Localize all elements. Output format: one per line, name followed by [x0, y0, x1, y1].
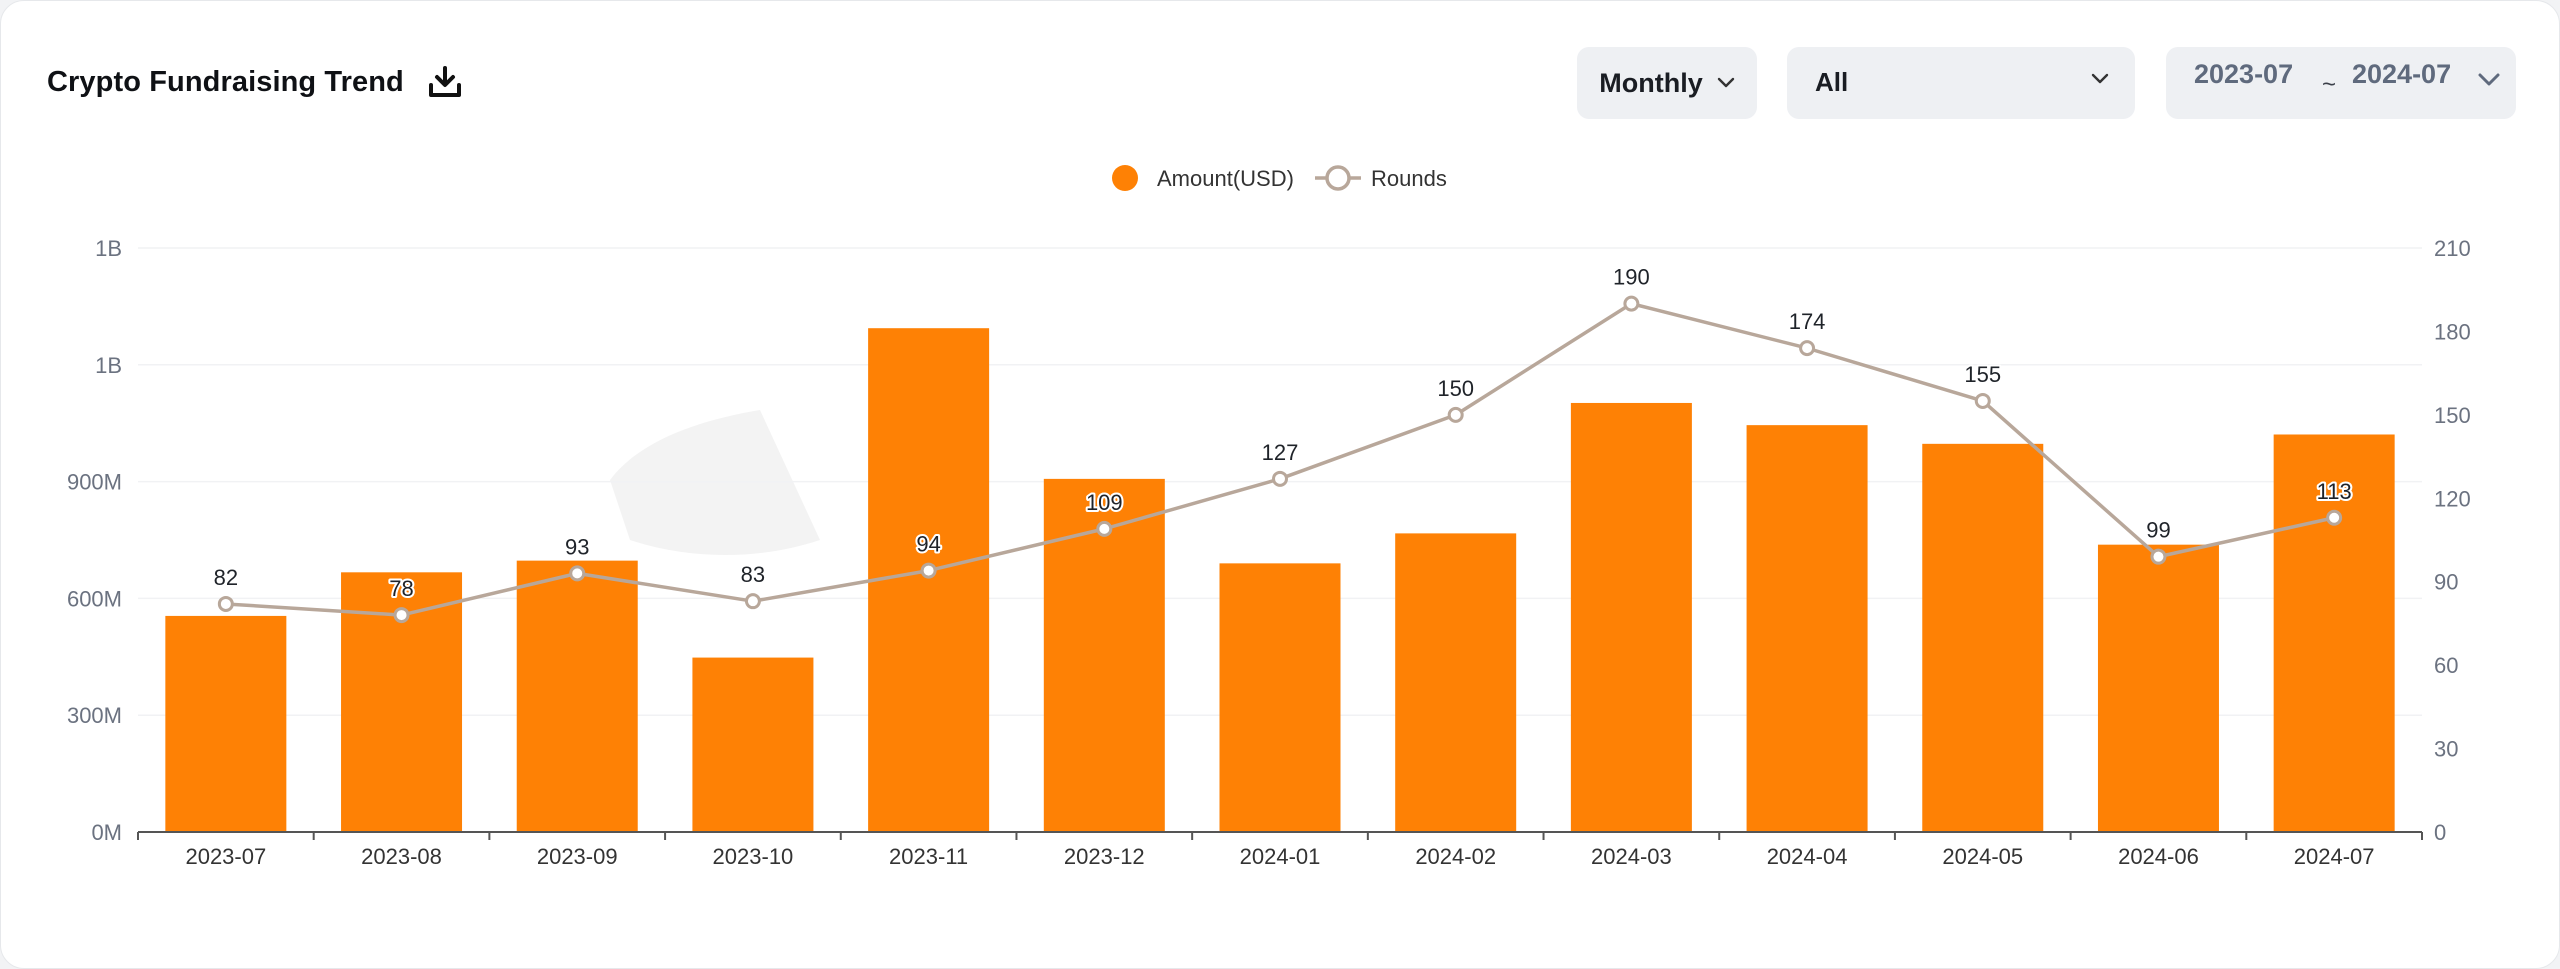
rounds-data-label: 150 — [1437, 376, 1474, 401]
rounds-point[interactable] — [1974, 392, 1991, 409]
x-tick-label: 2024-03 — [1591, 844, 1672, 869]
range-separator: ~ — [2322, 71, 2337, 98]
x-tick-label: 2023-12 — [1064, 844, 1145, 869]
rounds-point[interactable] — [744, 593, 761, 610]
range-end[interactable]: 2024-07 — [2352, 59, 2452, 89]
y-right-tick-label: 120 — [2434, 486, 2471, 511]
rounds-data-label: 83 — [741, 562, 765, 587]
period-select-value: Monthly — [1599, 67, 1703, 98]
rounds-point[interactable] — [1799, 340, 1816, 357]
period-select[interactable]: Monthly — [1577, 47, 1757, 119]
rounds-point[interactable] — [217, 595, 234, 612]
legend-amount-marker — [1112, 165, 1138, 191]
chevron-down-icon — [2091, 73, 2109, 84]
rounds-data-label: 174 — [1789, 309, 1826, 334]
x-tick-label: 2024-01 — [1240, 844, 1321, 869]
y-right-tick-label: 30 — [2434, 737, 2458, 762]
chevron-down-icon — [2478, 73, 2500, 86]
rounds-point[interactable] — [1272, 470, 1288, 487]
bar[interactable] — [868, 328, 990, 832]
rounds-point[interactable] — [1447, 406, 1464, 423]
bar[interactable] — [1570, 402, 1692, 832]
y-right-tick-label: 150 — [2434, 403, 2471, 428]
category-filter-select[interactable]: All — [1787, 47, 2135, 119]
rounds-point[interactable] — [569, 565, 586, 582]
rounds-data-label: 127 — [1262, 440, 1299, 465]
y-right-tick-label: 0 — [2434, 820, 2446, 845]
watermark-logo-shape — [610, 410, 820, 555]
rounds-data-label: 155 — [1964, 362, 2001, 387]
y-left-tick-label: 900M — [67, 470, 122, 495]
rounds-data-label: 109 — [1086, 490, 1123, 515]
y-right-tick-label: 60 — [2434, 653, 2458, 678]
download-icon[interactable] — [426, 63, 464, 101]
date-range-picker[interactable]: 2023-07 ~ 2024-07 — [2166, 47, 2516, 119]
bar[interactable] — [1395, 533, 1517, 832]
legend-rounds-marker — [1325, 165, 1351, 191]
x-tick-label: 2023-11 — [889, 844, 968, 869]
y-left-tick-label: 1B — [95, 353, 122, 378]
data-labels: 82 78 93 83 94 109 127 150 190 174 155 99 113 — [212, 263, 2354, 603]
axes: 2023-07 2023-08 2023-09 2023-10 2023-11 2023-… — [137, 831, 2423, 869]
x-tick-label: 2024-04 — [1767, 844, 1848, 869]
y-left-tick-label: 600M — [67, 586, 122, 611]
y-right-tick-label: 210 — [2434, 236, 2471, 261]
bar[interactable] — [1922, 443, 2044, 832]
x-tick-label: 2024-05 — [1942, 844, 2023, 869]
category-filter-value: All — [1815, 67, 1849, 97]
legend-amount-label[interactable]: Amount(USD) — [1157, 166, 1294, 191]
x-tick-label: 2023-09 — [537, 844, 618, 869]
rounds-point[interactable] — [1096, 520, 1113, 537]
rounds-point[interactable] — [920, 562, 937, 579]
y-left-tick-label: 300M — [67, 703, 122, 728]
rounds-data-label: 82 — [214, 565, 238, 590]
rounds-data-label: 93 — [565, 534, 589, 559]
legend: Amount(USD) Rounds — [1112, 165, 1447, 191]
rounds-data-label: 78 — [389, 576, 413, 601]
chevron-down-icon — [1717, 77, 1734, 88]
bar[interactable] — [2273, 434, 2395, 832]
legend-rounds-label[interactable]: Rounds — [1371, 166, 1447, 191]
bar[interactable] — [1746, 425, 1868, 832]
rounds-data-label: 99 — [2146, 518, 2170, 543]
y-right-tick-label: 90 — [2434, 570, 2458, 595]
bar[interactable] — [1219, 563, 1341, 832]
x-tick-label: 2023-10 — [713, 844, 794, 869]
x-tick-label: 2023-07 — [185, 844, 266, 869]
rounds-data-label: 190 — [1613, 265, 1650, 290]
chart-title: Crypto Fundraising Trend — [47, 65, 404, 98]
bar[interactable] — [2097, 544, 2219, 832]
rounds-data-label: 94 — [916, 532, 940, 557]
range-start[interactable]: 2023-07 — [2194, 59, 2294, 89]
rounds-point[interactable] — [2326, 509, 2343, 526]
y-left-tick-label: 1B — [95, 236, 122, 261]
x-tick-label: 2023-08 — [361, 844, 442, 869]
bar[interactable] — [165, 615, 287, 832]
rounds-point[interactable] — [393, 607, 410, 624]
header: Crypto Fundraising Trend — [47, 63, 464, 101]
rounds-point[interactable] — [2150, 548, 2167, 565]
bar[interactable] — [692, 657, 814, 832]
y-right-tick-label: 180 — [2434, 319, 2471, 344]
rounds-data-label: 113 — [2317, 479, 2352, 504]
x-tick-label: 2024-06 — [2118, 844, 2199, 869]
rounds-point[interactable] — [1623, 295, 1640, 312]
line-series — [217, 295, 2343, 624]
x-tick-label: 2024-02 — [1415, 844, 1496, 869]
x-tick-label: 2024-07 — [2294, 844, 2375, 869]
watermark — [610, 410, 820, 555]
bar-series — [165, 328, 2395, 832]
y-left-tick-label: 0M — [91, 820, 122, 845]
bar[interactable] — [516, 560, 638, 832]
